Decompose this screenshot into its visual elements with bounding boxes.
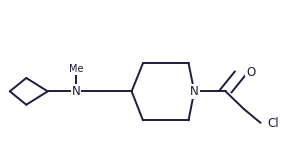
Text: Me: Me [69, 64, 83, 74]
Text: O: O [246, 66, 256, 79]
Text: N: N [190, 85, 198, 98]
Text: N: N [72, 85, 80, 98]
Text: Cl: Cl [267, 117, 279, 130]
